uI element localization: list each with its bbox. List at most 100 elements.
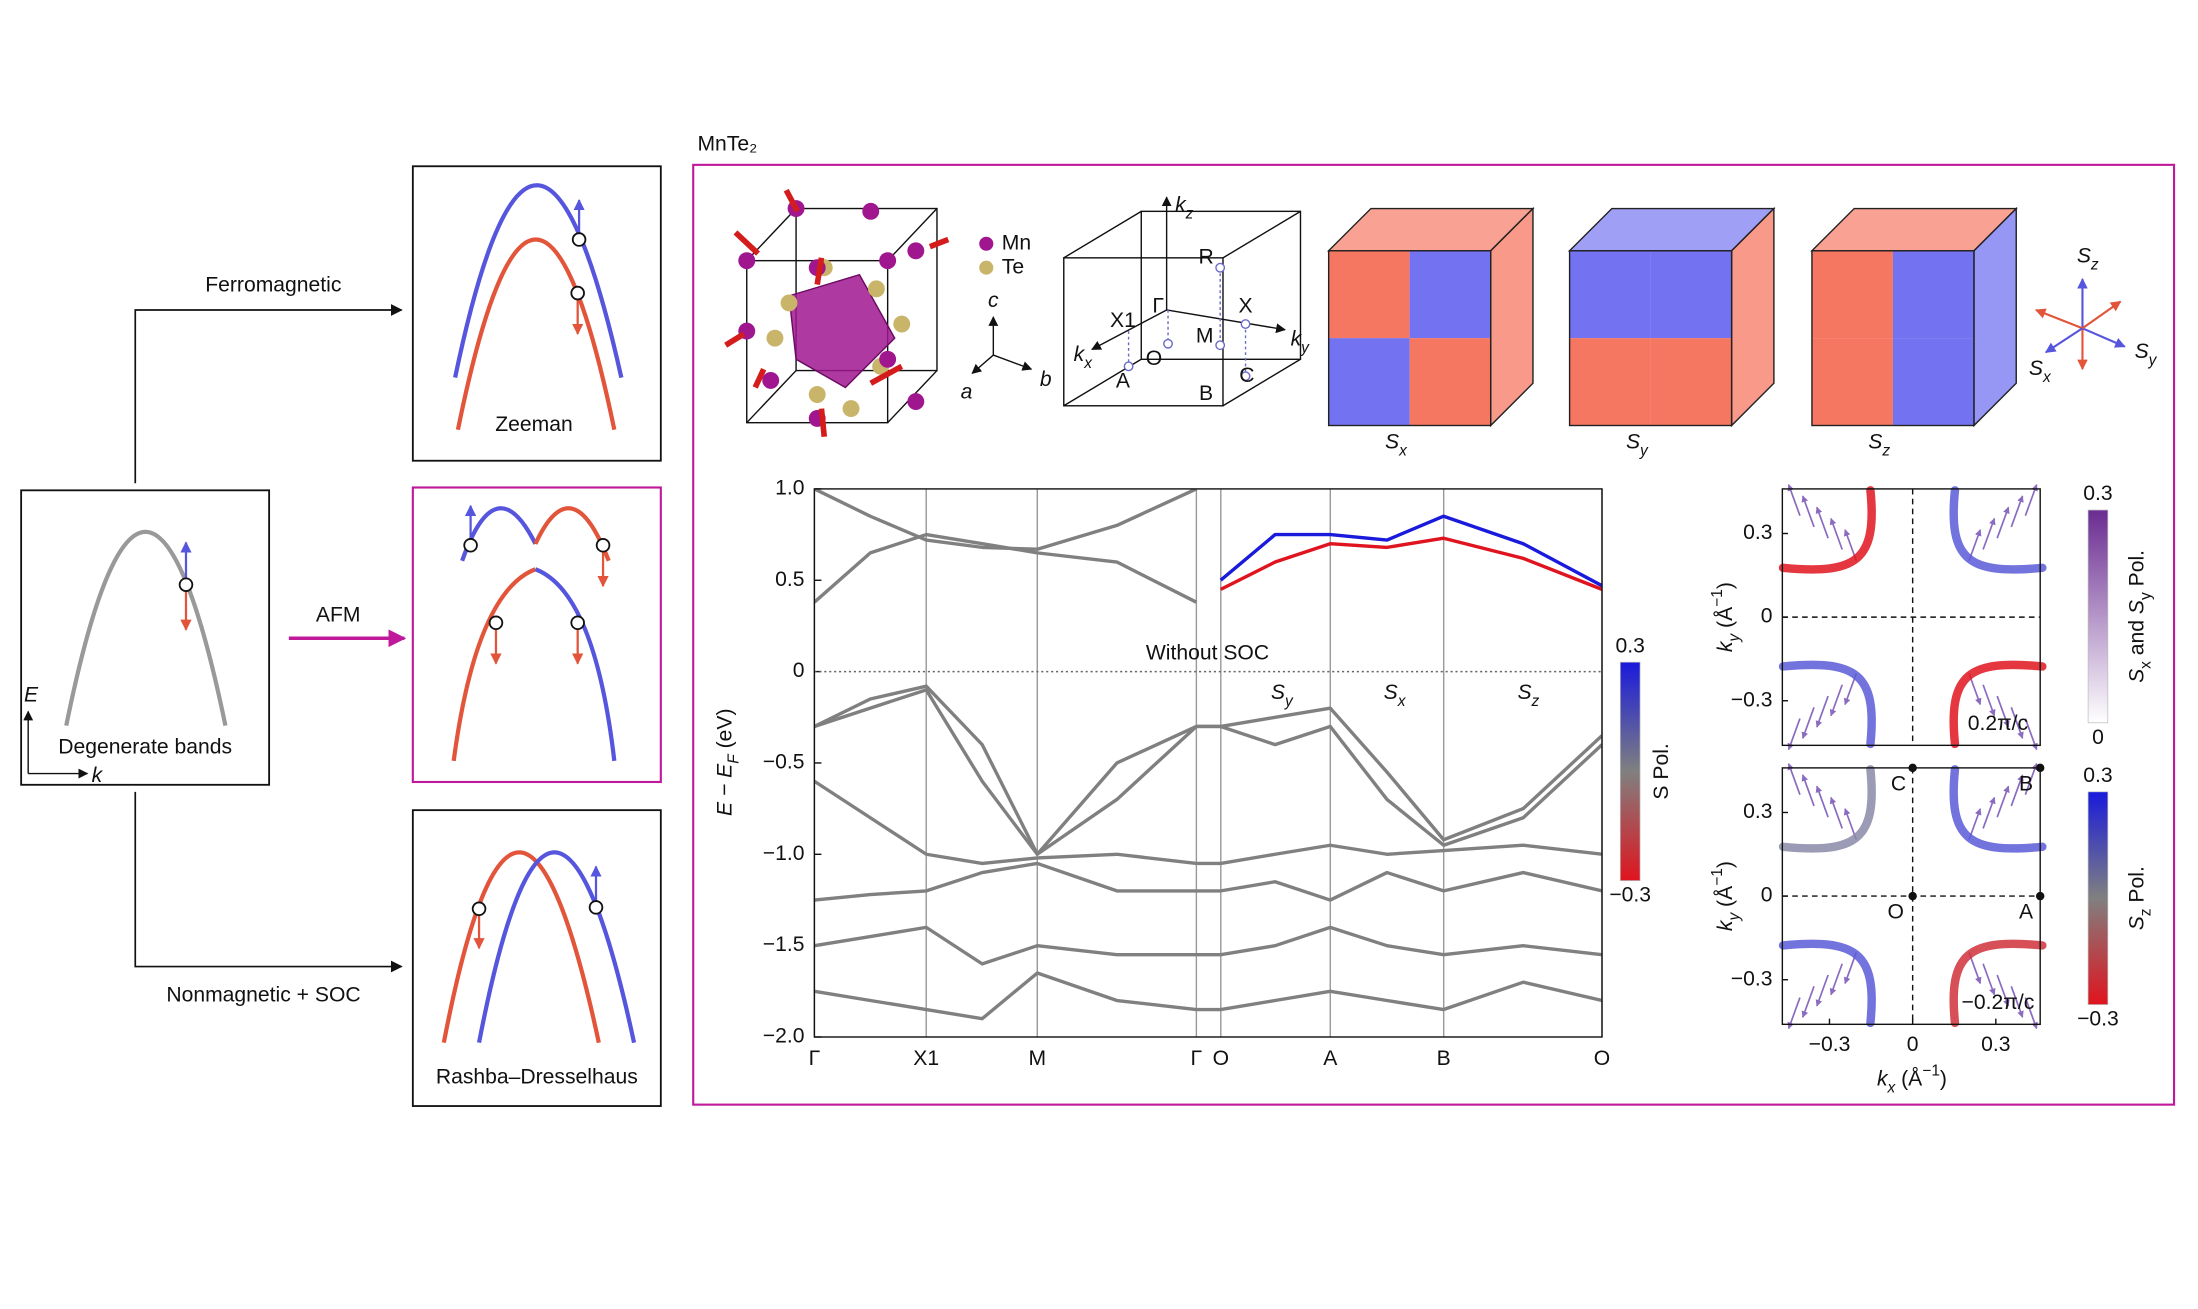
k-point-label: A bbox=[2019, 901, 2034, 924]
bz-point: M bbox=[1196, 324, 1214, 347]
plot-frame bbox=[813, 488, 1603, 1038]
contour bbox=[1778, 660, 1876, 749]
nonmagnetic-label: Nonmagnetic + SOC bbox=[166, 984, 360, 1007]
spin-arrow bbox=[1982, 796, 1996, 829]
crystal bbox=[724, 188, 950, 438]
spin-arrow bbox=[1815, 974, 1829, 1007]
bz-point: O bbox=[1146, 347, 1162, 370]
colorbar-label-part: S bbox=[2125, 916, 2148, 930]
x-tick-label: O bbox=[1213, 1047, 1229, 1070]
bz-point: X1 bbox=[1110, 309, 1136, 332]
spin-arrow bbox=[1996, 974, 2010, 1007]
cube-label-sub: y bbox=[1639, 442, 1649, 459]
y-axis-label-part: k bbox=[1714, 640, 1737, 652]
spin-arrow bbox=[1815, 506, 1829, 539]
zeeman-box bbox=[411, 165, 662, 462]
bz-point: B bbox=[1199, 382, 1213, 405]
spin-arrow bbox=[1815, 785, 1829, 818]
cube-face bbox=[1569, 250, 1651, 339]
colorbar-tick-label: −0.3 bbox=[1609, 884, 1651, 907]
y-tick-label: 0 bbox=[1761, 884, 1773, 907]
colorbar-label-part: x bbox=[2137, 661, 2154, 669]
k-point-label: B bbox=[2019, 772, 2033, 795]
x-tick-label: B bbox=[1437, 1047, 1451, 1070]
bz-axis-sub: y bbox=[1300, 339, 1310, 356]
contour bbox=[1949, 939, 2047, 1028]
cube-face bbox=[1569, 338, 1651, 426]
cube-face bbox=[1811, 338, 1893, 426]
state bbox=[471, 901, 487, 917]
cube-label: Sz bbox=[1868, 430, 1890, 459]
spin-arrow bbox=[1815, 695, 1829, 728]
band bbox=[453, 183, 624, 379]
rashba-box bbox=[411, 809, 662, 1107]
colorbar bbox=[2087, 509, 2109, 724]
colorbar-tick-label: 0.3 bbox=[1615, 634, 1644, 657]
cube-face bbox=[1650, 338, 1732, 426]
band-line bbox=[1219, 536, 1603, 591]
colorbar-label-part: S bbox=[2125, 600, 2148, 614]
spin-axis-label: Sx bbox=[2029, 357, 2052, 386]
bz-axis-sub: x bbox=[1083, 355, 1093, 372]
bz-point: Γ bbox=[1152, 295, 1164, 318]
state bbox=[488, 615, 504, 631]
x-tick-label: −0.3 bbox=[1809, 1033, 1851, 1056]
bz-axis: ky bbox=[1291, 327, 1311, 356]
bz-point: X bbox=[1238, 295, 1252, 318]
colorbar-label: S Pol. bbox=[1650, 743, 1673, 799]
cube-label: Sy bbox=[1626, 430, 1649, 459]
bz-point: C bbox=[1239, 364, 1254, 387]
panel-b-box bbox=[692, 163, 2176, 1106]
x-axis-label-part: (Å bbox=[1895, 1067, 1923, 1090]
colorbar-tick-label: 0.3 bbox=[2083, 764, 2112, 787]
bz-axis-main: k bbox=[1291, 327, 1303, 350]
cube-face bbox=[1650, 250, 1732, 339]
spin-axis-label-main: S bbox=[2077, 244, 2091, 267]
cube-face bbox=[1811, 250, 1893, 339]
spin-axis-label-sub: x bbox=[2042, 369, 2052, 386]
y-tick-label: −1.5 bbox=[763, 933, 805, 956]
y-tick-label: −0.5 bbox=[763, 751, 805, 774]
y-axis-label-part: −1 bbox=[1709, 868, 1726, 886]
contour bbox=[1949, 765, 2047, 853]
charts: Γ X1 M Γ O A B O1.00.50−0.5−1.0−1.5−2.0Without … bbox=[763, 476, 2119, 1070]
spin-arrow bbox=[1982, 684, 1996, 717]
contour bbox=[1778, 486, 1876, 574]
x-axis-label: kx (Å−1) bbox=[1877, 1062, 1947, 1096]
state bbox=[570, 615, 585, 631]
state bbox=[571, 232, 587, 247]
spin-arrow bbox=[1982, 963, 1996, 996]
bz-axis-sub: z bbox=[1185, 205, 1194, 222]
y-axis-label-part: y bbox=[1726, 912, 1743, 922]
rashba-label: Rashba–Dresselhaus bbox=[436, 1065, 638, 1088]
state bbox=[588, 900, 604, 915]
spin-label-main: S bbox=[1517, 681, 1531, 704]
material-label: MnTe₂ bbox=[697, 133, 757, 156]
y-tick-label: 0 bbox=[1761, 605, 1773, 628]
k-label: k bbox=[92, 764, 104, 787]
cube-face bbox=[1892, 338, 1974, 426]
y-axis-label-part: −1 bbox=[1709, 589, 1726, 607]
annotation: 0.2π/c bbox=[1968, 712, 2028, 735]
colorbar-label-part: S bbox=[2125, 669, 2148, 683]
spin-axis-label-sub: y bbox=[2148, 352, 2158, 369]
mn-label: Mn bbox=[1002, 231, 1031, 254]
bz-point: A bbox=[1116, 369, 1131, 392]
ferromagnetic-label: Ferromagnetic bbox=[205, 274, 341, 297]
band bbox=[476, 850, 637, 1044]
spin-arrow bbox=[2010, 774, 2024, 807]
contour bbox=[1778, 939, 1876, 1028]
y-tick-label: 0.3 bbox=[1743, 521, 1772, 544]
colorbar-label-part: y bbox=[2137, 592, 2154, 600]
x-axis-label-part: −1 bbox=[1922, 1062, 1940, 1079]
y-axis-label-part: y bbox=[1726, 633, 1743, 643]
y-tick-label: 1.0 bbox=[775, 476, 804, 499]
k-point-label: O bbox=[1888, 901, 1904, 924]
spin-label-main: S bbox=[1271, 681, 1285, 704]
spin-arrow bbox=[1982, 517, 1996, 550]
cube-face bbox=[1328, 250, 1410, 339]
spin-arrow bbox=[1801, 985, 1815, 1018]
spin-arrow bbox=[1801, 774, 1815, 807]
contour bbox=[1778, 765, 1876, 853]
